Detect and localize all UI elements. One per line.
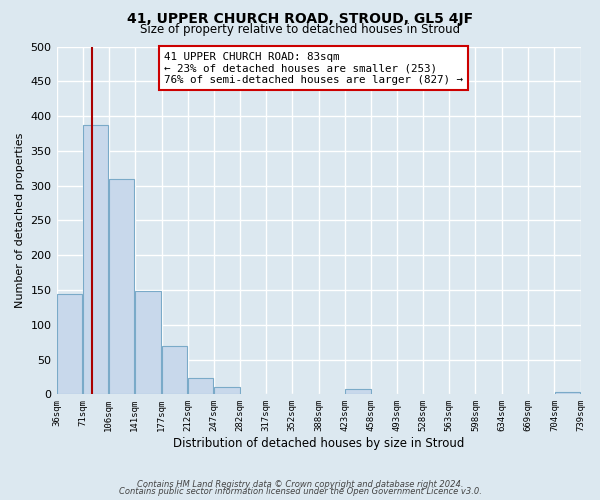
Bar (83, 125, 109, 394)
Y-axis label: Number of detached properties: Number of detached properties (15, 132, 25, 308)
Text: Size of property relative to detached houses in Stroud: Size of property relative to detached ho… (140, 22, 460, 36)
Bar (57, 294, 82, 394)
Bar (214, 388, 239, 394)
Bar (162, 346, 187, 395)
Text: 41, UPPER CHURCH ROAD, STROUD, GL5 4JF: 41, UPPER CHURCH ROAD, STROUD, GL5 4JF (127, 12, 473, 26)
Bar (135, 292, 161, 395)
Text: Contains HM Land Registry data © Crown copyright and database right 2024.: Contains HM Land Registry data © Crown c… (137, 480, 463, 489)
Bar (109, 180, 134, 394)
Bar (188, 378, 214, 394)
X-axis label: Distribution of detached houses by size in Stroud: Distribution of detached houses by size … (173, 437, 464, 450)
Text: 41 UPPER CHURCH ROAD: 83sqm
← 23% of detached houses are smaller (253)
76% of se: 41 UPPER CHURCH ROAD: 83sqm ← 23% of det… (164, 52, 463, 85)
Bar (555, 392, 580, 394)
Text: Contains public sector information licensed under the Open Government Licence v3: Contains public sector information licen… (119, 487, 481, 496)
Bar (346, 390, 371, 394)
